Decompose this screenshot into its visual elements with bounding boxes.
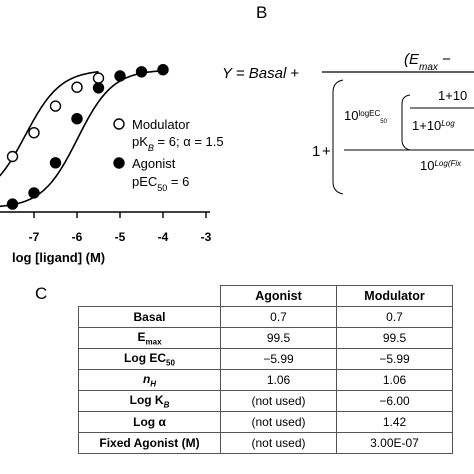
x-tick-label: -7 xyxy=(29,230,40,244)
table-cell: (not used) xyxy=(220,432,337,454)
modulator-fit-curve xyxy=(0,70,99,177)
table-cell: (not used) xyxy=(220,390,337,412)
x-tick-label: -3 xyxy=(201,230,212,244)
row-label-log-alpha: Log α xyxy=(78,411,221,433)
table-cell: −5.99 xyxy=(220,348,337,370)
table-cell: 1.06 xyxy=(220,369,337,391)
equation-plus: + xyxy=(322,143,331,160)
table-cell: (not used) xyxy=(220,411,337,433)
row-label-log-ec50: Log EC50 xyxy=(78,348,221,370)
legend-agonist-marker xyxy=(113,157,125,169)
row-label-log-kb: Log KB xyxy=(78,390,221,412)
equation-panel: B Y = Basal + (Emax − 1 + 10logEC50 1+10 1+… xyxy=(222,3,474,195)
equation-inner-paren xyxy=(401,94,411,151)
parameter-table: Agonist Modulator Basal 0.7 0.7 Emax 99.… xyxy=(78,285,453,454)
x-axis-ticks: -7 -6 -5 -4 -3 xyxy=(29,212,212,244)
agonist-data-point xyxy=(28,187,40,199)
row-label-emax: Emax xyxy=(78,327,221,349)
row-label-nh: nH xyxy=(78,369,221,391)
legend-agonist-params: pEC50 = 6 xyxy=(132,174,189,193)
agonist-data-point xyxy=(71,112,83,125)
agonist-points xyxy=(6,63,169,210)
column-header-agonist: Agonist xyxy=(220,285,337,307)
modulator-data-point xyxy=(6,150,19,163)
column-header-modulator: Modulator xyxy=(336,285,453,307)
row-label-basal: Basal xyxy=(78,306,221,328)
panel-label-c: C xyxy=(35,284,48,303)
modulator-data-point xyxy=(71,81,83,93)
equation-numerator: (Emax − xyxy=(404,51,451,73)
x-axis-title: log [ligand] (M) xyxy=(12,250,105,265)
table-row: Log α (not used) 1.42 xyxy=(78,411,453,433)
equation-one: 1 xyxy=(312,143,320,160)
table-row: Basal 0.7 0.7 xyxy=(78,306,453,328)
table-cell: 3.00E-07 xyxy=(336,432,453,454)
table-cell: 1.06 xyxy=(336,369,453,391)
table-cell: 0.7 xyxy=(336,306,453,328)
agonist-data-point xyxy=(114,70,126,82)
agonist-data-point xyxy=(6,198,19,210)
table-cell: 99.5 xyxy=(336,327,453,349)
equation-lhs: Y = Basal + xyxy=(222,65,299,82)
table-row: nH 1.06 1.06 xyxy=(78,369,453,391)
legend-modulator-name: Modulator xyxy=(132,117,190,132)
agonist-data-point xyxy=(157,63,169,76)
legend-modulator-marker xyxy=(113,118,125,130)
table-cell: 1.42 xyxy=(336,411,453,433)
agonist-data-point xyxy=(135,66,148,78)
legend-modulator-params: pKB = 6; α = 1.5 xyxy=(132,134,224,153)
table-cell: −5.99 xyxy=(336,348,453,370)
table-cell: −6.00 xyxy=(336,390,453,412)
equation-outer-denominator: 10Log(Fix xyxy=(420,158,462,173)
equation-inner-denominator: 1+10Log xyxy=(412,118,455,133)
agonist-data-point xyxy=(49,157,62,169)
row-label-fixed-agonist: Fixed Agonist (M) xyxy=(78,432,221,454)
modulator-data-point xyxy=(49,100,62,112)
x-tick-label: -6 xyxy=(72,230,83,244)
table-corner-cell xyxy=(78,285,221,307)
legend-agonist-name: Agonist xyxy=(132,156,176,171)
equation-left-paren xyxy=(332,79,344,195)
table-row: Log EC50 −5.99 −5.99 xyxy=(78,348,453,370)
table-row: Fixed Agonist (M) (not used) 3.00E-07 xyxy=(78,432,453,454)
table-header-row: Agonist Modulator xyxy=(78,285,453,307)
equation-inner-numerator: 1+10 xyxy=(438,88,467,103)
table-row: Emax 99.5 99.5 xyxy=(78,327,453,349)
dose-response-chart: -7 -6 -5 -4 -3 log [ligand] (M) Modulator pK… xyxy=(0,63,224,265)
chart-legend: Modulator pKB = 6; α = 1.5 Agonist pEC50… xyxy=(113,117,224,193)
modulator-data-point xyxy=(28,126,40,139)
x-tick-label: -5 xyxy=(115,230,126,244)
panel-label-b: B xyxy=(256,3,267,22)
table-cell: 0.7 xyxy=(220,306,337,328)
equation-ten-power: 10logEC50 xyxy=(344,108,388,125)
table-cell: 99.5 xyxy=(220,327,337,349)
agonist-data-point xyxy=(92,82,105,94)
table-row: Log KB (not used) −6.00 xyxy=(78,390,453,412)
modulator-data-point xyxy=(92,72,105,84)
x-tick-label: -4 xyxy=(158,230,169,244)
